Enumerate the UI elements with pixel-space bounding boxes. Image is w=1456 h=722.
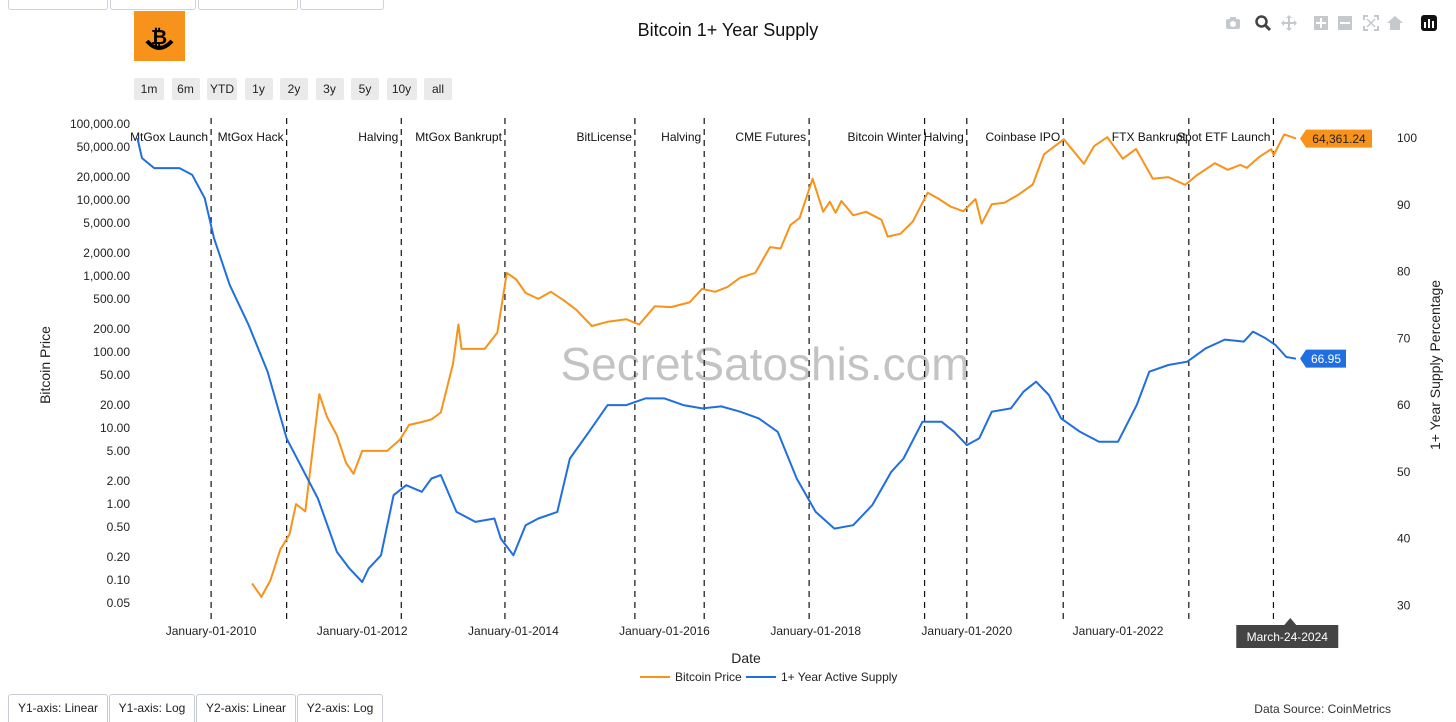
event-label: Halving <box>358 130 398 144</box>
range-button-10y[interactable]: 10y <box>386 78 417 100</box>
top-tab[interactable] <box>110 0 196 10</box>
event-label: Spot ETF Launch <box>1177 130 1270 144</box>
series-end-flag <box>1300 349 1346 368</box>
series-end-label-0: 64,361.24 <box>1300 129 1372 148</box>
event-label: Halving <box>661 130 701 144</box>
event-label: Bitcoin Winter <box>848 130 922 144</box>
event-label: Coinbase IPO <box>985 130 1060 144</box>
y1-tick-label: 100,000.00 <box>70 117 130 131</box>
hover-date-text: March-24-2024 <box>1247 630 1329 644</box>
range-button-3y[interactable]: 3y <box>315 78 344 100</box>
event-label: BitLicense <box>577 130 633 144</box>
hover-date-label: March-24-2024 <box>1236 618 1339 648</box>
autoscale-icon[interactable] <box>1362 14 1380 32</box>
event-label: FTX Bankrupt <box>1112 130 1187 144</box>
y2-axis-title: 1+ Year Supply Percentage <box>1427 280 1443 450</box>
zoom-icon[interactable] <box>1254 14 1272 32</box>
event-label: MtGox Bankrupt <box>415 130 502 144</box>
axis-tab-3[interactable]: Y2-axis: Log <box>297 694 383 722</box>
axis-tab-1[interactable]: Y1-axis: Log <box>109 694 195 722</box>
axis-tab-2[interactable]: Y2-axis: Linear <box>196 694 296 722</box>
y1-tick-label: 1,000.00 <box>83 269 130 283</box>
x-tick-label: January-01-2012 <box>317 624 408 638</box>
bitcoin-logo-icon: ₿ <box>145 25 174 50</box>
legend-label: 1+ Year Active Supply <box>781 670 897 684</box>
y1-tick-label: 100.00 <box>93 345 130 359</box>
pan-icon[interactable] <box>1280 14 1298 32</box>
series-line-1 <box>136 137 1297 583</box>
range-button-6m[interactable]: 6m <box>171 78 200 100</box>
bitcoin-logo: ₿ <box>134 11 185 61</box>
y1-tick-label: 5.00 <box>107 444 131 458</box>
y1-tick-label: 0.50 <box>107 520 131 534</box>
reset-axes-icon[interactable] <box>1386 14 1404 32</box>
modebar <box>1220 12 1450 34</box>
y2-tick-label: 30 <box>1397 598 1411 612</box>
y2-tick-label: 100 <box>1397 131 1417 145</box>
series-end-value: 66.95 <box>1311 352 1341 366</box>
event-label: Halving <box>924 130 964 144</box>
legend-label: Bitcoin Price <box>675 670 742 684</box>
x-tick-label: January-01-2018 <box>770 624 861 638</box>
y1-tick-label: 500.00 <box>93 292 130 306</box>
top-tab-strip <box>0 0 400 10</box>
top-tab[interactable] <box>300 0 384 10</box>
x-tick-label: January-01-2020 <box>921 624 1012 638</box>
y2-tick-label: 90 <box>1397 198 1411 212</box>
y2-tick-label: 40 <box>1397 532 1411 546</box>
range-button-1y[interactable]: 1y <box>244 78 273 100</box>
range-button-5y[interactable]: 5y <box>351 78 379 100</box>
event-label: MtGox Launch <box>130 130 208 144</box>
legend: Bitcoin Price 1+ Year Active Supply <box>640 670 897 684</box>
y1-tick-label: 10.00 <box>100 421 130 435</box>
x-tick-label: January-01-2010 <box>166 624 257 638</box>
y1-tick-label: 0.05 <box>107 596 131 610</box>
hover-flag <box>1236 618 1339 648</box>
event-label: CME Futures <box>735 130 806 144</box>
series-end-flag <box>1300 129 1372 148</box>
svg-text:₿: ₿ <box>151 25 167 49</box>
y1-tick-label: 5,000.00 <box>83 216 130 230</box>
y1-tick-label: 2.00 <box>107 474 131 488</box>
series-line-0 <box>251 133 1297 598</box>
range-button-2y[interactable]: 2y <box>280 78 308 100</box>
y1-axis-title: Bitcoin Price <box>37 326 53 404</box>
range-button-all[interactable]: all <box>424 78 452 100</box>
top-tab[interactable] <box>8 0 108 10</box>
y1-tick-label: 0.10 <box>107 573 131 587</box>
series-end-value: 64,361.24 <box>1312 132 1366 146</box>
y1-tick-label: 20,000.00 <box>77 170 131 184</box>
camera-icon[interactable] <box>1224 14 1242 32</box>
y1-tick-label: 200.00 <box>93 322 130 336</box>
x-axis-title: Date <box>731 650 761 666</box>
y2-tick-label: 80 <box>1397 265 1411 279</box>
y1-tick-label: 10,000.00 <box>77 193 131 207</box>
y1-tick-label: 1.00 <box>107 497 131 511</box>
y1-tick-label: 50.00 <box>100 368 130 382</box>
y1-tick-label: 50,000.00 <box>77 140 131 154</box>
chart-title: Bitcoin 1+ Year Supply <box>637 20 819 40</box>
range-button-ytd[interactable]: YTD <box>207 78 237 100</box>
range-button-1m[interactable]: 1m <box>134 78 164 100</box>
y2-tick-label: 60 <box>1397 398 1411 412</box>
plotly-logo-icon[interactable] <box>1420 14 1438 32</box>
y1-tick-label: 2,000.00 <box>83 246 130 260</box>
y2-tick-label: 50 <box>1397 465 1411 479</box>
axis-tab-0[interactable]: Y1-axis: Linear <box>8 694 108 722</box>
watermark: SecretSatoshis.com <box>560 338 969 390</box>
x-tick-label: January-01-2022 <box>1073 624 1164 638</box>
y1-tick-label: 0.20 <box>107 550 131 564</box>
event-label: MtGox Hack <box>218 130 285 144</box>
top-tab[interactable] <box>198 0 298 10</box>
series-end-label-1: 66.95 <box>1300 349 1346 368</box>
x-tick-label: January-01-2014 <box>468 624 559 638</box>
y1-tick-label: 20.00 <box>100 398 130 412</box>
data-source: Data Source: CoinMetrics <box>1254 702 1391 716</box>
zoom-out-icon[interactable] <box>1336 14 1354 32</box>
x-tick-label: January-01-2016 <box>619 624 710 638</box>
y2-tick-label: 70 <box>1397 331 1411 345</box>
zoom-in-icon[interactable] <box>1312 14 1330 32</box>
